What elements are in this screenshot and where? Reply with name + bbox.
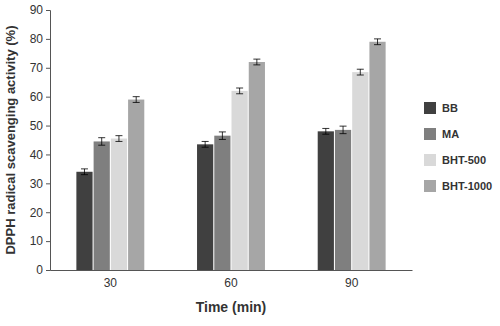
error-bar: [253, 59, 260, 65]
legend-item: BHT-1000: [424, 180, 492, 192]
tick-label: 30: [30, 177, 44, 191]
tick-mark: [46, 212, 50, 213]
tick-label: 10: [30, 234, 44, 248]
tick: 30: [104, 270, 118, 290]
bar-series: [128, 39, 386, 270]
tick: 50: [30, 119, 50, 133]
bar-series: [76, 128, 334, 270]
bar: [249, 62, 265, 270]
error-bar: [357, 69, 364, 75]
tick-label: 20: [30, 206, 44, 220]
legend-label: MA: [442, 128, 459, 140]
bar: [128, 100, 144, 270]
tick: 80: [30, 32, 50, 46]
tick-label: 90: [345, 276, 359, 290]
tick: 30: [30, 177, 50, 191]
tick-mark: [46, 183, 50, 184]
bar: [197, 144, 213, 270]
tick: 60: [30, 90, 50, 104]
tick-label: 80: [30, 32, 44, 46]
error-bar: [115, 136, 122, 142]
bar: [369, 42, 385, 270]
error-bar: [374, 39, 381, 45]
tick-label: 70: [30, 61, 44, 75]
tick: 40: [30, 148, 50, 162]
tick-mark: [46, 126, 50, 127]
bar: [318, 131, 334, 270]
legend-label: BHT-1000: [442, 180, 492, 192]
error-bar: [219, 132, 226, 140]
tick-mark: [46, 68, 50, 69]
plot-area: [76, 39, 385, 270]
error-bar: [98, 138, 105, 146]
x-axis-title: Time (min): [196, 299, 267, 315]
tick-label: 0: [36, 263, 43, 277]
bar: [94, 141, 110, 270]
error-bar: [322, 128, 329, 134]
tick-label: 90: [30, 3, 44, 17]
tick: 70: [30, 61, 50, 75]
tick-label: 30: [104, 276, 118, 290]
x-axis: 30 60 90: [51, 270, 413, 290]
chart: 0 10 20 30 40 50 60 70 80 90 30 60 90 Time (min) DPPH …: [0, 0, 500, 326]
error-bar: [202, 141, 209, 147]
y-axis: 0 10 20 30 40 50 60 70 80 90: [30, 3, 51, 277]
legend-label: BB: [442, 102, 458, 114]
legend-item: MA: [424, 128, 459, 140]
bar: [232, 91, 248, 270]
error-bar: [340, 126, 347, 134]
tick-label: 50: [30, 119, 44, 133]
tick-label: 40: [30, 148, 44, 162]
legend-swatch: [424, 154, 436, 166]
error-bar: [81, 169, 88, 175]
tick: 10: [30, 234, 50, 248]
tick-label: 60: [30, 90, 44, 104]
tick-label: 60: [224, 276, 238, 290]
tick: 90: [30, 3, 50, 17]
bar: [335, 130, 351, 270]
tick-mark: [46, 10, 50, 11]
legend: BB MA BHT-500 BHT-1000: [424, 102, 492, 192]
error-bar: [236, 88, 243, 94]
tick: 90: [345, 270, 359, 290]
tick-mark: [46, 97, 50, 98]
legend-item: BB: [424, 102, 458, 114]
bar: [214, 136, 230, 270]
y-axis-title: DPPH radical scavenging activity (%): [3, 25, 18, 254]
tick: 20: [30, 206, 50, 220]
legend-item: BHT-500: [424, 154, 486, 166]
axis-line: [51, 270, 413, 271]
legend-label: BHT-500: [442, 154, 486, 166]
tick-mark: [46, 154, 50, 155]
tick: 60: [224, 270, 238, 290]
legend-swatch: [424, 180, 436, 192]
tick-mark: [46, 39, 50, 40]
tick: 0: [36, 263, 50, 277]
legend-swatch: [424, 102, 436, 114]
tick-mark: [46, 270, 50, 271]
bar: [352, 72, 368, 270]
tick-mark: [46, 241, 50, 242]
legend-swatch: [424, 128, 436, 140]
error-bar: [133, 97, 140, 103]
axis-line: [46, 11, 51, 271]
bar: [111, 139, 127, 270]
bar: [76, 172, 92, 270]
bar-series: [111, 69, 369, 270]
